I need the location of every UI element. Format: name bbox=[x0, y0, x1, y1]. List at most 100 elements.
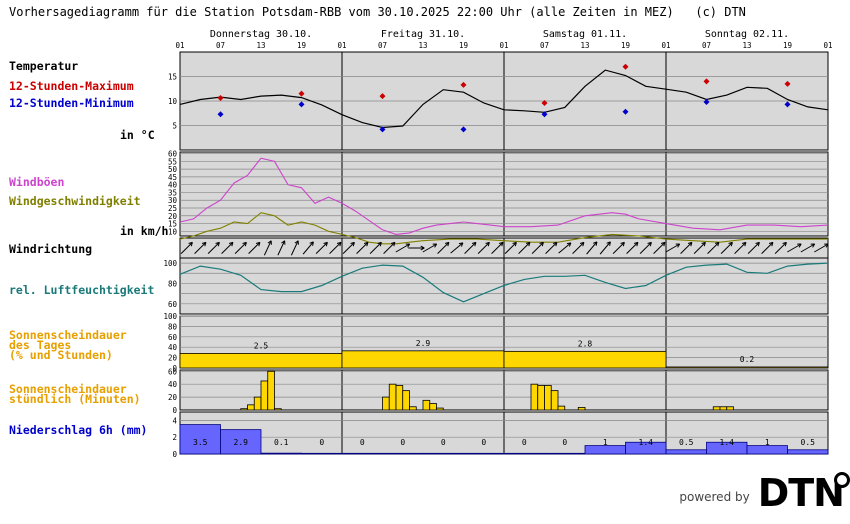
precip-label: 2.9 bbox=[234, 438, 249, 447]
wind-arrow bbox=[408, 245, 425, 251]
precip-bar bbox=[625, 441, 667, 455]
hour-tick-label: 01 bbox=[337, 41, 346, 50]
hour-tick-label: 13 bbox=[580, 41, 589, 50]
precip-label: 0 bbox=[441, 438, 446, 447]
wind-arrow bbox=[626, 241, 639, 255]
label-windboeen: Windböen bbox=[9, 175, 65, 189]
sunday-ytick-label: 80 bbox=[168, 322, 178, 331]
wind-arrow bbox=[491, 241, 504, 255]
sun-day-label: 2.8 bbox=[578, 339, 593, 348]
wind-ytick-label: 30 bbox=[168, 196, 178, 205]
sunhr-ytick-label: 20 bbox=[168, 393, 178, 402]
tmin-point bbox=[784, 101, 791, 108]
wind-arrow bbox=[734, 241, 747, 255]
day-label: Sonntag 02.11. bbox=[705, 29, 789, 40]
wind-arrow bbox=[693, 241, 706, 255]
wind-arrow bbox=[653, 241, 666, 255]
precip-ytick-label: 4 bbox=[172, 416, 177, 425]
wind-arrow bbox=[356, 241, 369, 255]
precip-bar bbox=[260, 452, 302, 455]
precip-bar bbox=[787, 449, 829, 455]
wind-arrow bbox=[437, 241, 450, 255]
sun-hour-bar bbox=[274, 408, 282, 411]
temp-ytick-label: 10 bbox=[168, 97, 178, 106]
label-temp-unit: in °C bbox=[120, 128, 155, 142]
precip-bar bbox=[179, 424, 221, 455]
wind-ytick-label: 10 bbox=[168, 227, 178, 236]
hour-tick-label: 19 bbox=[783, 41, 792, 50]
sun-day-label: 2.9 bbox=[416, 339, 431, 348]
wind-arrow bbox=[263, 240, 272, 256]
hour-tick-label: 01 bbox=[499, 41, 508, 50]
wind-arrow bbox=[277, 240, 286, 256]
temp-ytick-label: 15 bbox=[168, 73, 177, 82]
gust-line bbox=[179, 157, 829, 235]
wind-arrow bbox=[290, 240, 299, 256]
sun-hour-bar bbox=[388, 383, 397, 411]
wind-ytick-label: 40 bbox=[168, 181, 178, 190]
tmax-point bbox=[217, 95, 224, 102]
precip-label: 1.4 bbox=[639, 438, 654, 447]
tmax-point bbox=[298, 90, 305, 97]
wind-ytick-label: 60 bbox=[168, 150, 178, 159]
wind-arrow bbox=[234, 241, 247, 255]
label-sonne-std-2: stündlich (Minuten) bbox=[9, 392, 141, 406]
label-temperatur: Temperatur bbox=[9, 59, 79, 73]
hour-tick-label: 01 bbox=[175, 41, 184, 50]
dtn-brand-text: DTN bbox=[757, 471, 845, 515]
wind-arrow bbox=[545, 241, 558, 255]
sunday-ytick-label: 100 bbox=[163, 312, 177, 321]
sun-day-bar bbox=[341, 350, 505, 369]
sun-hour-bar bbox=[537, 385, 545, 411]
sunday-ytick-label: 40 bbox=[168, 343, 178, 352]
wind-arrow bbox=[315, 241, 328, 255]
wind-arrow bbox=[422, 243, 438, 253]
precip-label: 0 bbox=[481, 438, 486, 447]
tmax-point bbox=[379, 93, 386, 100]
wind-arrow bbox=[504, 241, 517, 255]
hour-tick-label: 19 bbox=[297, 41, 306, 50]
sunhr-ytick-label: 60 bbox=[168, 367, 178, 376]
precip-label: 0 bbox=[562, 438, 567, 447]
sun-hour-bar bbox=[409, 406, 417, 411]
dtn-logo-dot-icon bbox=[834, 472, 850, 488]
precip-bar bbox=[220, 429, 262, 455]
tmin-point bbox=[379, 126, 386, 133]
precip-bar bbox=[341, 452, 383, 455]
wind-arrow bbox=[248, 241, 261, 255]
label-tmin: 12-Stunden-Minimum bbox=[9, 96, 134, 110]
wind-arrow bbox=[720, 241, 733, 255]
wind-arrow bbox=[639, 241, 652, 255]
tmax-point bbox=[460, 81, 467, 88]
hour-tick-label: 07 bbox=[216, 41, 225, 50]
sun-hour-bar bbox=[382, 396, 390, 411]
wind-arrow bbox=[800, 243, 816, 253]
hour-tick-label: 01 bbox=[661, 41, 670, 50]
tmin-point bbox=[541, 111, 548, 118]
sunday-ytick-label: 60 bbox=[168, 333, 178, 342]
powered-by-text: powered by bbox=[679, 490, 750, 504]
wind-arrow bbox=[707, 241, 720, 255]
label-sonne-tag-2: des Tages bbox=[9, 338, 72, 352]
precip-label: 0.5 bbox=[801, 438, 816, 447]
wind-ytick-label: 25 bbox=[168, 204, 177, 213]
label-sonne-tag-3: (% und Stunden) bbox=[9, 348, 113, 362]
precip-label: 0.1 bbox=[274, 438, 289, 447]
temp-ytick-label: 5 bbox=[172, 122, 177, 131]
sun-hour-bar bbox=[422, 399, 431, 411]
wind-arrow bbox=[747, 241, 760, 255]
wind-arrow bbox=[477, 241, 490, 255]
wind-ytick-label: 55 bbox=[168, 157, 177, 166]
sun-hour-bar bbox=[436, 407, 444, 411]
temperature-line bbox=[179, 69, 829, 129]
wind-arrow bbox=[369, 241, 382, 255]
sun-hour-bar bbox=[395, 385, 404, 411]
wind-arrow bbox=[395, 243, 411, 253]
precip-bar bbox=[503, 452, 545, 455]
tmin-point bbox=[298, 101, 305, 108]
sun-hour-bar bbox=[530, 383, 539, 411]
wind-arrow bbox=[383, 241, 396, 255]
precip-bar bbox=[422, 452, 464, 455]
sun-hour-bar bbox=[247, 404, 255, 411]
